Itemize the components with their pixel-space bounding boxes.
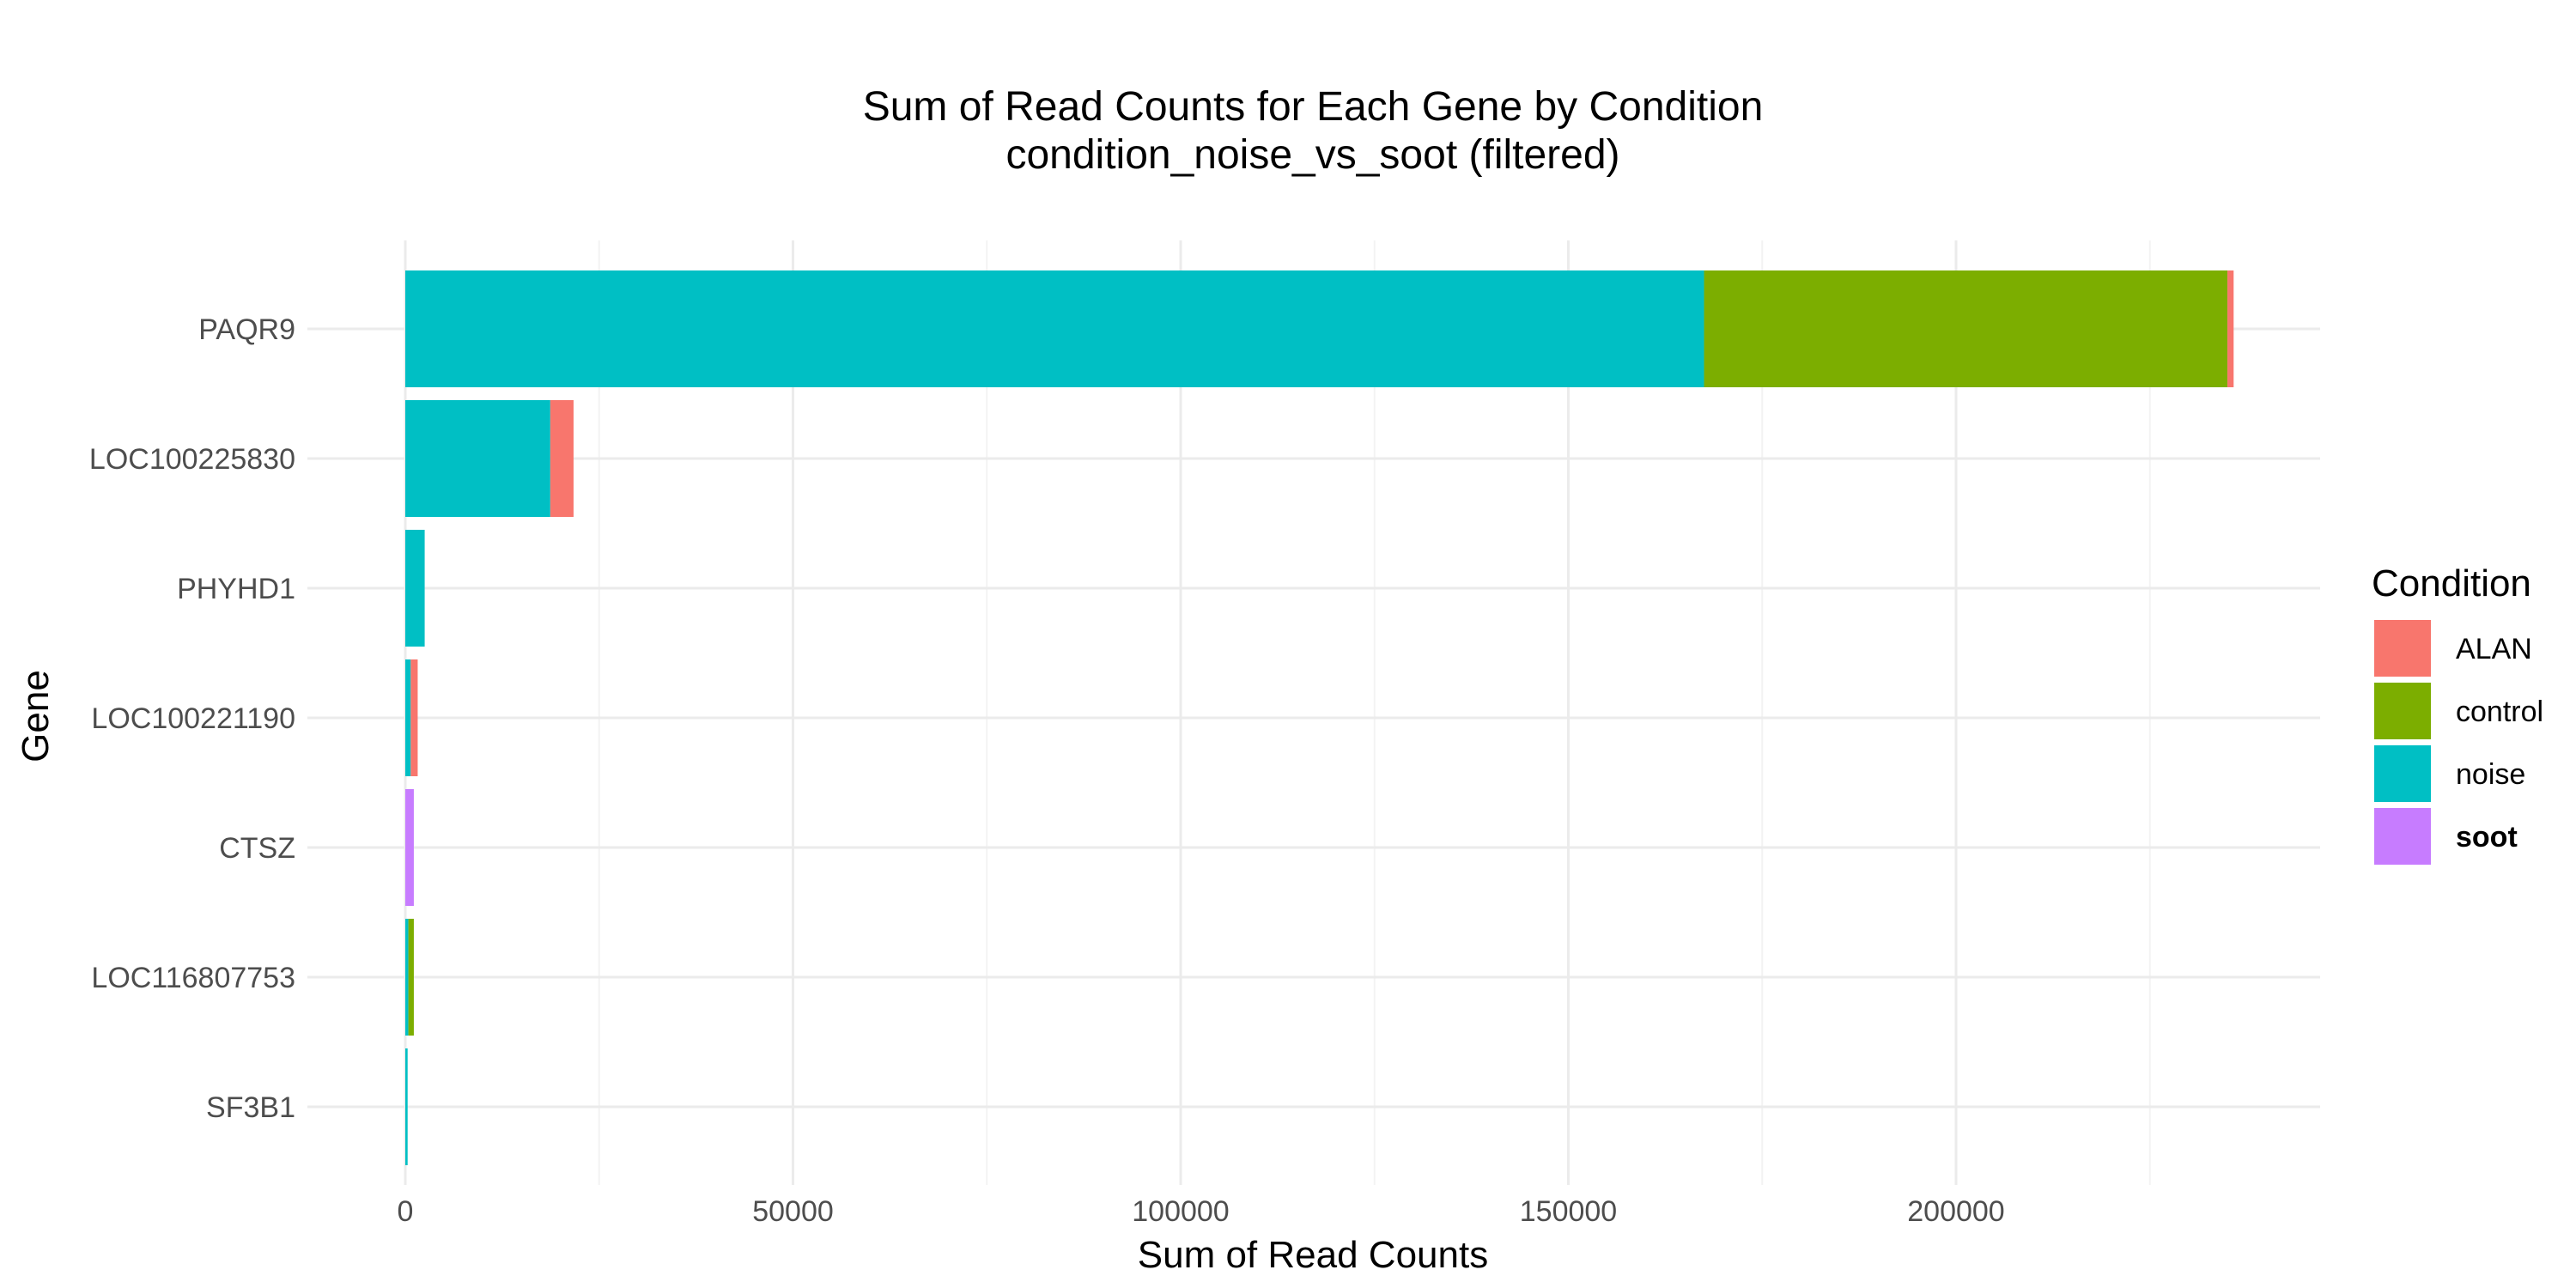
y-tick-label: LOC100221190 (91, 702, 295, 735)
chart-title: Sum of Read Counts for Each Gene by Cond… (863, 84, 1764, 130)
legend-title: Condition (2372, 562, 2531, 605)
x-tick-label: 200000 (1907, 1195, 2004, 1228)
bar-SF3B1-noise (405, 1048, 408, 1165)
x-tick-label: 50000 (752, 1195, 834, 1228)
legend-swatch (2374, 745, 2431, 802)
bar-PAQR9-noise (405, 270, 1704, 387)
legend-item-ALAN: ALAN (2374, 620, 2532, 677)
bar-LOC116807753-control (408, 919, 414, 1036)
y-tick-label: PAQR9 (198, 313, 295, 346)
legend-item-noise: noise (2374, 745, 2525, 802)
chart-subtitle: condition_noise_vs_soot (filtered) (1005, 132, 1619, 178)
x-axis-tick-labels: 0 50000 100000 150000 200000 (398, 1195, 2005, 1228)
bar-LOC100221190-ALAN (410, 659, 418, 776)
y-tick-label: LOC100225830 (89, 443, 295, 476)
x-tick-label: 0 (398, 1195, 414, 1228)
legend-item-soot: soot (2374, 808, 2518, 865)
y-tick-label: PHYHD1 (177, 573, 295, 605)
bar-PAQR9-ALAN (2227, 270, 2234, 387)
bar-PAQR9-control (1704, 270, 2228, 387)
x-tick-label: 150000 (1520, 1195, 1617, 1228)
legend: Condition ALAN control noise soot (2372, 562, 2543, 865)
legend-label: soot (2456, 821, 2518, 854)
y-tick-label: SF3B1 (206, 1091, 295, 1124)
bar-LOC116807753-noise (405, 919, 409, 1036)
legend-label: control (2456, 696, 2543, 728)
bar-PHYHD1-noise (405, 530, 425, 647)
y-axis-title: Gene (15, 670, 57, 762)
legend-label: noise (2456, 758, 2525, 791)
legend-items: ALAN control noise soot (2374, 620, 2543, 865)
legend-item-control: control (2374, 683, 2543, 739)
bar-LOC100221190-noise (405, 659, 411, 776)
legend-label: ALAN (2456, 633, 2532, 665)
legend-swatch (2374, 683, 2431, 739)
y-tick-label: LOC116807753 (91, 962, 295, 994)
legend-swatch (2374, 808, 2431, 865)
bar-LOC100225830-noise (405, 400, 550, 517)
bars (405, 270, 2234, 1165)
x-tick-label: 100000 (1132, 1195, 1229, 1228)
x-axis-title: Sum of Read Counts (1138, 1234, 1488, 1276)
y-axis-tick-labels: PAQR9 LOC100225830 PHYHD1 LOC100221190 CTSZ L… (89, 313, 295, 1124)
y-tick-label: CTSZ (219, 832, 295, 865)
legend-swatch (2374, 620, 2431, 677)
bar-LOC100225830-ALAN (550, 400, 574, 517)
bar-CTSZ-soot (405, 789, 414, 906)
